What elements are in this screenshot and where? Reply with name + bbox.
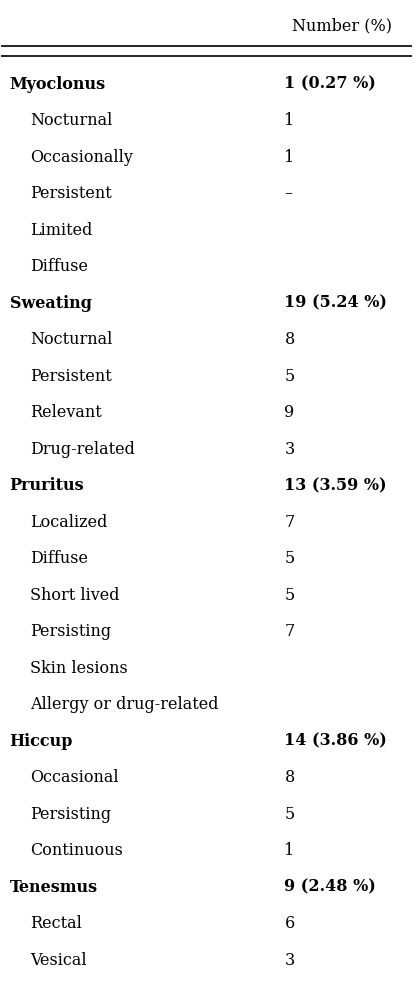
- Text: 9: 9: [285, 404, 295, 422]
- Text: Vesical: Vesical: [30, 952, 87, 969]
- Text: Hiccup: Hiccup: [10, 732, 73, 749]
- Text: 3: 3: [285, 441, 295, 458]
- Text: 5: 5: [285, 550, 295, 567]
- Text: Persistent: Persistent: [30, 185, 112, 202]
- Text: 9 (2.48 %): 9 (2.48 %): [285, 878, 376, 895]
- Text: 1: 1: [285, 149, 295, 166]
- Text: 7: 7: [285, 513, 295, 530]
- Text: Drug-related: Drug-related: [30, 441, 135, 458]
- Text: 5: 5: [285, 368, 295, 385]
- Text: Continuous: Continuous: [30, 842, 123, 859]
- Text: Diffuse: Diffuse: [30, 258, 88, 275]
- Text: Number (%): Number (%): [292, 18, 392, 35]
- Text: Persistent: Persistent: [30, 368, 112, 385]
- Text: 5: 5: [285, 805, 295, 822]
- Text: Persisting: Persisting: [30, 805, 111, 822]
- Text: Allergy or drug-related: Allergy or drug-related: [30, 696, 219, 713]
- Text: 1: 1: [285, 112, 295, 129]
- Text: Persisting: Persisting: [30, 623, 111, 640]
- Text: Diffuse: Diffuse: [30, 550, 88, 567]
- Text: Limited: Limited: [30, 222, 92, 239]
- Text: 8: 8: [285, 769, 295, 786]
- Text: –: –: [285, 185, 292, 202]
- Text: 7: 7: [285, 623, 295, 640]
- Text: 14 (3.86 %): 14 (3.86 %): [285, 732, 387, 749]
- Text: Relevant: Relevant: [30, 404, 102, 422]
- Text: Occasionally: Occasionally: [30, 149, 133, 166]
- Text: Rectal: Rectal: [30, 915, 82, 932]
- Text: 19 (5.24 %): 19 (5.24 %): [285, 295, 387, 312]
- Text: Nocturnal: Nocturnal: [30, 331, 112, 348]
- Text: 13 (3.59 %): 13 (3.59 %): [285, 478, 387, 495]
- Text: Localized: Localized: [30, 513, 107, 530]
- Text: Myoclonus: Myoclonus: [10, 76, 106, 93]
- Text: 6: 6: [285, 915, 295, 932]
- Text: Sweating: Sweating: [10, 295, 92, 312]
- Text: Pruritus: Pruritus: [10, 478, 84, 495]
- Text: 8: 8: [285, 331, 295, 348]
- Text: 1: 1: [285, 842, 295, 859]
- Text: Skin lesions: Skin lesions: [30, 659, 128, 676]
- Text: 3: 3: [285, 952, 295, 969]
- Text: 5: 5: [285, 586, 295, 603]
- Text: Occasional: Occasional: [30, 769, 119, 786]
- Text: Tenesmus: Tenesmus: [10, 878, 98, 895]
- Text: Short lived: Short lived: [30, 586, 120, 603]
- Text: 1 (0.27 %): 1 (0.27 %): [285, 76, 376, 93]
- Text: Nocturnal: Nocturnal: [30, 112, 112, 129]
